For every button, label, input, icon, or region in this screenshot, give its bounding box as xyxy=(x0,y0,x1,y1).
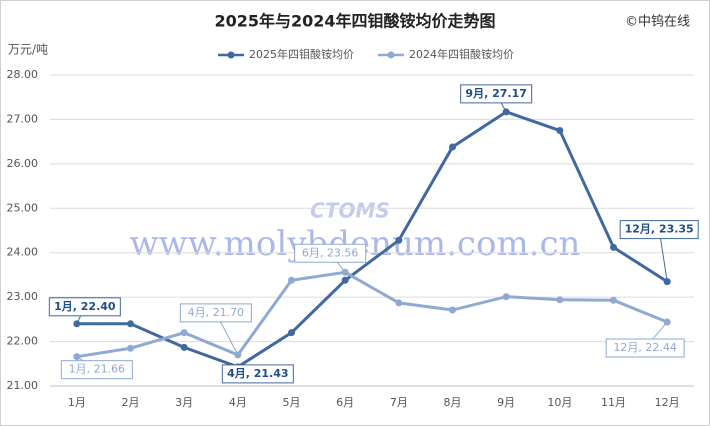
data-label: 1月, 22.40 xyxy=(54,300,116,313)
label-box xyxy=(179,303,252,323)
y-tick-label: 23.00 xyxy=(7,290,39,303)
legend-label: 2025年四钼酸铵均价 xyxy=(249,47,354,61)
data-label: 9月, 27.17 xyxy=(465,87,526,100)
series-line xyxy=(76,270,668,359)
label-box xyxy=(221,364,294,384)
data-point xyxy=(556,296,564,304)
data-point xyxy=(127,320,134,328)
logo: CTOMS xyxy=(310,199,390,223)
x-tick-label: 10月 xyxy=(547,396,572,409)
legend-marker xyxy=(387,51,395,59)
data-point xyxy=(502,293,510,301)
y-unit: 万元/吨 xyxy=(8,43,48,57)
x-tick-label: 2月 xyxy=(122,396,140,409)
data-point xyxy=(556,127,564,135)
legend-marker xyxy=(227,51,235,59)
data-point xyxy=(180,329,188,337)
y-tick-label: 25.00 xyxy=(7,201,39,214)
data-point xyxy=(395,299,403,307)
x-tick-label: 11月 xyxy=(601,396,626,409)
data-point xyxy=(180,343,188,351)
chart-title: 2025年与2024年四钼酸铵均价走势图 xyxy=(214,12,495,31)
data-label: 12月, 23.35 xyxy=(625,223,694,236)
y-tick-label: 28.00 xyxy=(7,68,39,81)
data-point xyxy=(449,306,456,314)
legend-label: 2024年四钼酸铵均价 xyxy=(409,47,514,61)
x-tick-label: 7月 xyxy=(390,396,408,409)
data-point xyxy=(449,143,456,151)
x-tick-label: 3月 xyxy=(175,396,193,409)
x-tick-label: 5月 xyxy=(283,396,301,409)
x-tick-label: 9月 xyxy=(497,396,515,409)
x-tick-label: 1月 xyxy=(68,396,86,409)
data-label: 6月, 23.56 xyxy=(302,246,358,259)
x-tick-label: 12月 xyxy=(655,396,680,409)
y-tick-label: 21.00 xyxy=(7,379,39,392)
data-label: 1月, 21.66 xyxy=(69,363,125,376)
data-label: 4月, 21.43 xyxy=(227,367,288,380)
label-box xyxy=(294,243,367,263)
data-label: 12月, 22.44 xyxy=(613,341,676,354)
x-tick-label: 4月 xyxy=(229,396,247,409)
data-point xyxy=(610,296,617,304)
data-point xyxy=(341,276,349,284)
y-tick-label: 27.00 xyxy=(7,112,39,125)
data-label: 4月, 21.70 xyxy=(188,306,244,319)
label-box xyxy=(460,84,533,104)
source: ©中钨在线 xyxy=(625,14,690,30)
series-line xyxy=(76,110,668,369)
y-tick-label: 26.00 xyxy=(7,157,39,170)
x-tick-label: 6月 xyxy=(336,396,354,409)
label-box xyxy=(619,220,699,240)
y-tick-label: 24.00 xyxy=(7,246,39,259)
data-point xyxy=(288,276,295,284)
data-point xyxy=(610,243,617,251)
y-tick-label: 22.00 xyxy=(7,335,39,348)
x-tick-label: 8月 xyxy=(444,396,462,409)
label-box xyxy=(60,360,133,380)
data-point xyxy=(288,329,295,337)
data-point xyxy=(395,236,403,244)
label-box xyxy=(48,297,121,317)
data-point xyxy=(127,344,134,352)
label-box xyxy=(605,338,685,358)
